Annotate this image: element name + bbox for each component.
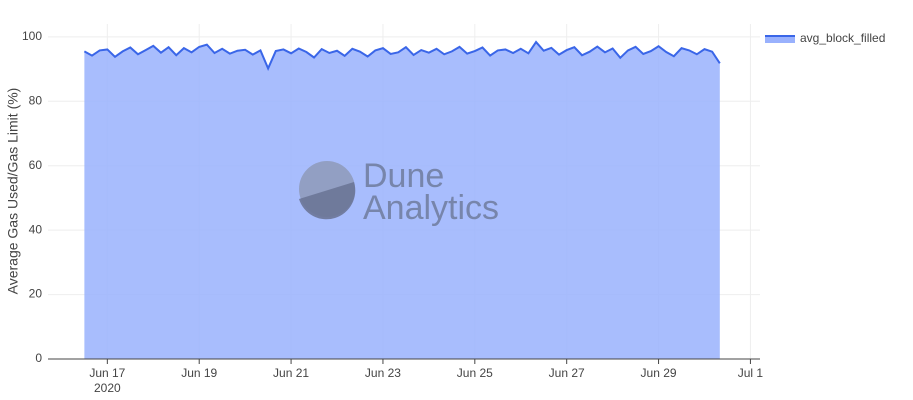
x-tick-year: 2020 — [94, 381, 121, 395]
x-tick-label: Jun 19 — [181, 366, 217, 380]
y-tick-label: 20 — [29, 287, 43, 301]
line — [83, 40, 721, 71]
x-tick-label: Jul 1 — [738, 366, 764, 380]
watermark-text: Dune — [363, 157, 444, 195]
watermark: Dune Analytics — [299, 157, 499, 227]
y-tick-label: 60 — [29, 158, 43, 172]
y-tick-label: 100 — [22, 29, 42, 43]
x-tick-label: Jun 29 — [641, 366, 677, 380]
y-tick-label: 0 — [35, 351, 42, 365]
legend-label: avg_block_filled — [800, 31, 885, 45]
watermark-text: Analytics — [363, 189, 499, 227]
legend-swatch — [765, 35, 795, 43]
x-tick-label: Jun 27 — [549, 366, 585, 380]
y-axis-title: Average Gas Used/Gas Limit (%) — [5, 88, 21, 295]
y-tick-label: 80 — [29, 93, 43, 107]
y-tick-label: 40 — [29, 222, 43, 236]
x-tick-label: Jun 21 — [273, 366, 309, 380]
watermark-logo-shade — [299, 182, 356, 220]
area — [84, 42, 720, 359]
x-tick-label: Jun 23 — [365, 366, 401, 380]
x-tick-label: Jun 25 — [457, 366, 493, 380]
x-tick-label: Jun 17 — [89, 366, 125, 380]
